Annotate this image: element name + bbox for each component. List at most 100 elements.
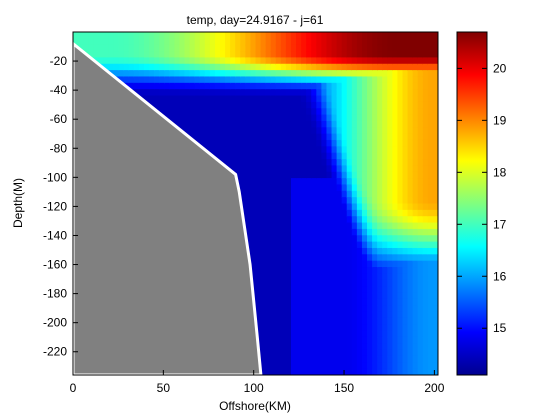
heatmap-cell	[311, 70, 318, 78]
heatmap-cell	[336, 178, 343, 186]
heatmap-cell	[422, 235, 429, 243]
heatmap-cell	[422, 330, 429, 338]
heatmap-cell	[270, 203, 277, 211]
heatmap-cell	[174, 32, 181, 40]
heatmap-cell	[194, 127, 201, 135]
heatmap-cell	[336, 330, 343, 338]
heatmap-cell	[285, 260, 292, 268]
heatmap-cell	[240, 44, 247, 52]
heatmap-cell	[296, 216, 303, 224]
heatmap-cell	[275, 324, 282, 332]
heatmap-cell	[275, 184, 282, 192]
heatmap-cell	[255, 273, 262, 281]
heatmap-cell	[108, 32, 115, 40]
heatmap-cell	[225, 152, 232, 160]
heatmap-cell	[372, 89, 379, 97]
heatmap-cell	[336, 241, 343, 249]
heatmap-cell	[331, 298, 338, 307]
heatmap-cell	[361, 349, 368, 357]
heatmap-cell	[225, 114, 232, 122]
heatmap-cell	[275, 70, 282, 78]
heatmap-cell	[382, 343, 389, 351]
heatmap-cell	[372, 222, 379, 230]
heatmap-cell	[417, 146, 424, 154]
heatmap-cell	[260, 108, 267, 116]
heatmap-cell	[372, 247, 379, 256]
heatmap-cell	[407, 260, 414, 268]
heatmap-cell	[240, 38, 247, 46]
heatmap-cell	[367, 260, 373, 268]
heatmap-cell	[432, 139, 438, 148]
heatmap-cell	[427, 203, 434, 211]
heatmap-cell	[402, 38, 409, 46]
heatmap-cell	[301, 95, 308, 103]
heatmap-cell	[316, 190, 323, 199]
heatmap-cell	[164, 57, 171, 65]
heatmap-cell	[275, 222, 282, 230]
heatmap-cell	[336, 197, 343, 205]
heatmap-cell	[154, 101, 161, 110]
heatmap-cell	[407, 216, 414, 224]
heatmap-cell	[407, 89, 414, 97]
heatmap-cell	[235, 120, 242, 129]
heatmap-cell	[427, 228, 434, 237]
heatmap-cell	[245, 146, 252, 154]
heatmap-cell	[285, 108, 292, 116]
heatmap-cell	[321, 57, 328, 65]
heatmap-cell	[326, 298, 333, 307]
heatmap-cell	[377, 298, 384, 307]
heatmap-cell	[346, 133, 353, 141]
heatmap-cell	[387, 146, 394, 154]
heatmap-cell	[392, 44, 399, 52]
heatmap-cell	[88, 32, 95, 40]
heatmap-cell	[301, 298, 308, 307]
heatmap-cell	[387, 57, 394, 65]
heatmap-cell	[331, 146, 338, 154]
heatmap-cell	[407, 336, 414, 345]
heatmap-cell	[367, 57, 373, 65]
heatmap-cell	[326, 336, 333, 345]
heatmap-cell	[199, 70, 206, 78]
heatmap-cell	[427, 51, 434, 59]
heatmap-cell	[199, 95, 206, 103]
heatmap-cell	[220, 139, 226, 148]
heatmap-cell	[159, 57, 166, 65]
heatmap-cell	[189, 120, 196, 129]
heatmap-cell	[154, 76, 161, 84]
heatmap-cell	[402, 171, 409, 179]
heatmap-cell	[432, 254, 438, 262]
heatmap-cell	[397, 57, 404, 65]
heatmap-cell	[255, 209, 262, 218]
heatmap-cell	[392, 317, 399, 326]
heatmap-cell	[275, 114, 282, 122]
heatmap-cell	[159, 32, 166, 40]
heatmap-cell	[311, 273, 318, 281]
heatmap-cell	[382, 305, 389, 313]
heatmap-cell	[392, 159, 399, 167]
heatmap-cell	[356, 190, 363, 199]
heatmap-cell	[143, 70, 150, 78]
heatmap-cell	[290, 133, 297, 141]
heatmap-cell	[296, 324, 303, 332]
heatmap-cell	[387, 228, 394, 237]
heatmap-cell	[290, 235, 297, 243]
heatmap-cell	[290, 311, 297, 319]
heatmap-cell	[290, 197, 297, 205]
heatmap-cell	[402, 101, 409, 110]
heatmap-cell	[372, 127, 379, 135]
heatmap-cell	[417, 209, 424, 218]
heatmap-cell	[356, 292, 363, 300]
heatmap-cell	[316, 260, 323, 268]
heatmap-cell	[316, 336, 323, 345]
heatmap-cell	[412, 362, 419, 370]
heatmap-cell	[321, 222, 328, 230]
heatmap-cell	[336, 336, 343, 345]
heatmap-cell	[356, 184, 363, 192]
heatmap-cell	[199, 101, 206, 110]
heatmap-cell	[194, 82, 201, 91]
bathymetry-land	[71, 40, 263, 377]
heatmap-cell	[427, 76, 434, 84]
heatmap-cell	[296, 355, 303, 364]
heatmap-cell	[260, 152, 267, 160]
heatmap-cell	[326, 63, 333, 72]
